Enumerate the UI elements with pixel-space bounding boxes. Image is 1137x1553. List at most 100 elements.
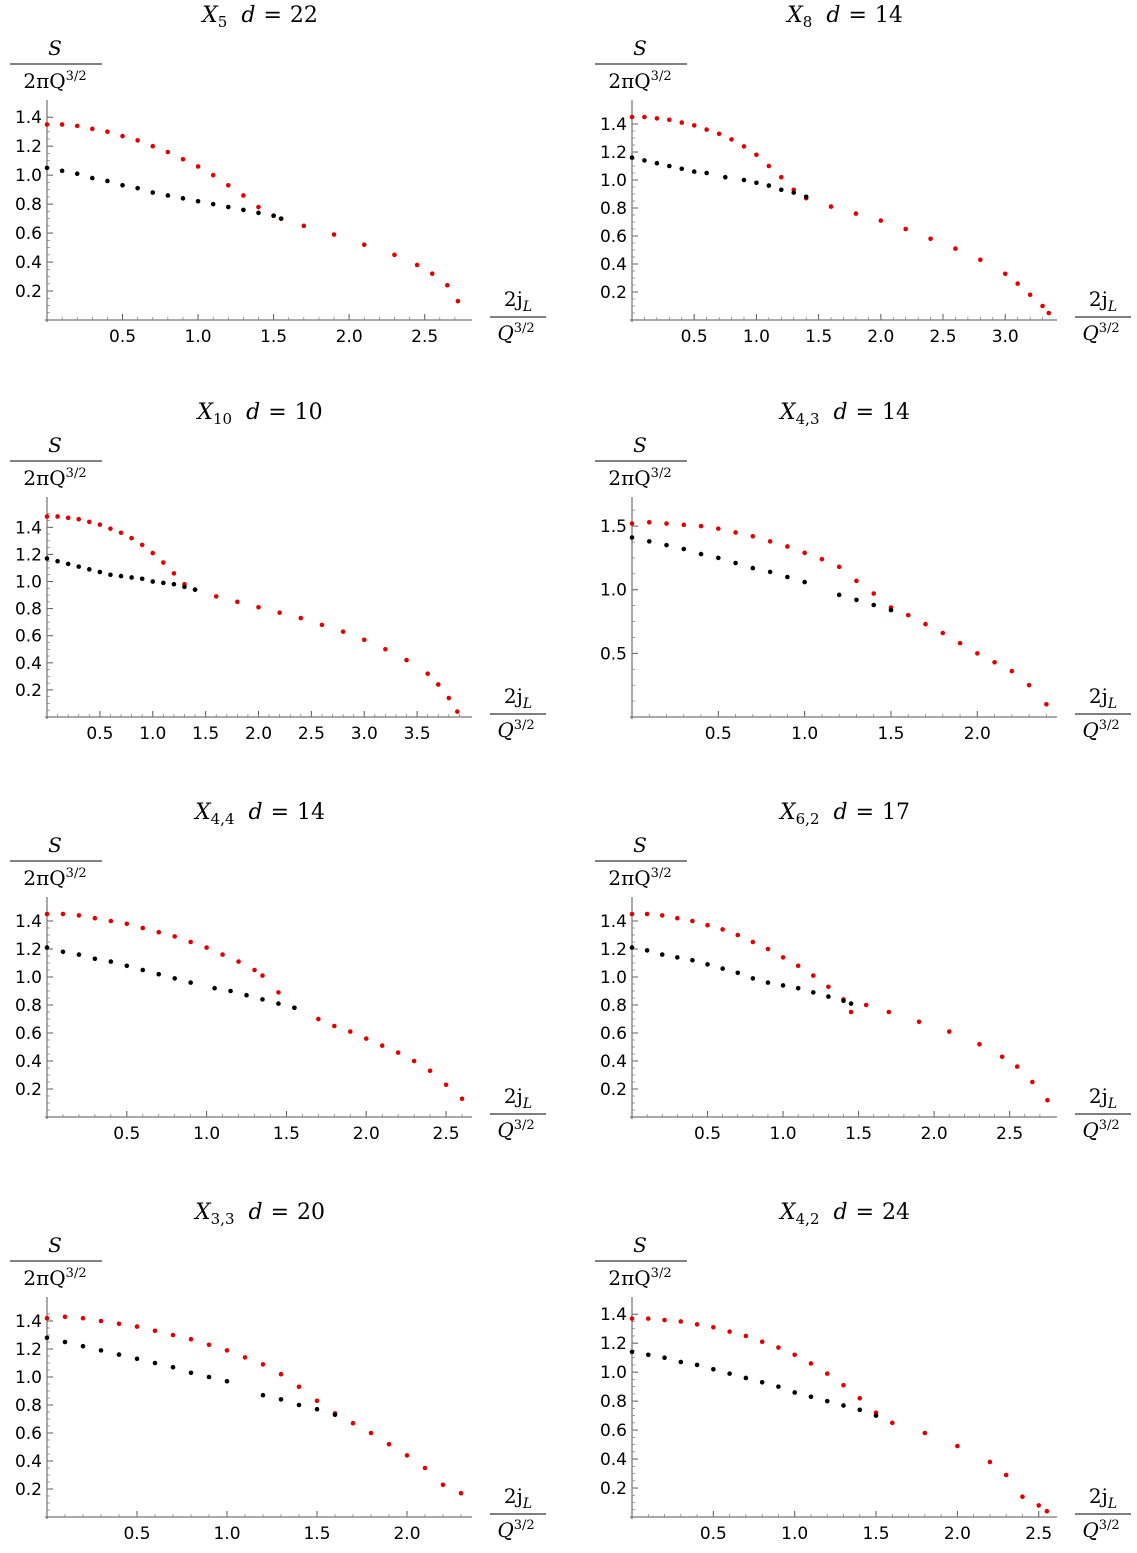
data-point <box>361 637 367 643</box>
ylabel-den-exponent: 3/2 <box>66 1266 87 1281</box>
xlabel-denominator: Q3/2 <box>497 718 534 742</box>
data-point <box>44 1315 50 1321</box>
xlabel-num-subscript: L <box>1107 696 1117 712</box>
data-point <box>716 131 722 137</box>
data-point <box>135 185 140 191</box>
data-point <box>161 580 166 586</box>
chart-title: X4,2 d = 24 <box>778 1200 910 1228</box>
x-tick-label: 0.5 <box>694 1124 721 1144</box>
data-point <box>150 190 156 195</box>
title-equals: = <box>848 3 866 28</box>
data-point <box>667 117 672 123</box>
x-tick-label: 1.0 <box>213 1524 240 1544</box>
xlabel-den-exponent: 3/2 <box>1099 321 1120 336</box>
ylabel-denominator: 2πQ3/2 <box>608 1266 671 1290</box>
data-point <box>220 952 225 957</box>
data-point <box>135 138 140 143</box>
data-point <box>316 1016 321 1022</box>
ylabel-den-exponent: 3/2 <box>66 69 87 84</box>
data-point <box>1026 682 1032 688</box>
data-point <box>90 175 95 181</box>
data-point <box>629 521 635 526</box>
chart-title: X4,4 d = 14 <box>193 800 325 828</box>
y-tick-label: 0.4 <box>15 253 42 273</box>
data-point <box>301 223 307 229</box>
data-point <box>156 929 162 935</box>
y-tick-label: 1.2 <box>600 143 627 163</box>
data-point <box>60 911 66 917</box>
data-point <box>659 913 665 918</box>
xlabel-num-subscript: L <box>522 1496 532 1512</box>
data-point <box>1020 1494 1025 1500</box>
x-tick-label: 0.5 <box>705 724 732 744</box>
xlabel-num-text: 2j <box>1089 1484 1108 1508</box>
data-point <box>92 956 98 962</box>
data-point <box>662 1317 667 1323</box>
xlabel-den-exponent: 3/2 <box>514 1518 535 1533</box>
data-point <box>975 651 980 656</box>
y-tick-label: 1.4 <box>15 912 42 932</box>
x-tick-label: 0.5 <box>109 327 136 347</box>
data-point <box>98 1348 104 1353</box>
y-tick-label: 1.2 <box>600 1334 627 1354</box>
title-subscript: 6,2 <box>796 810 820 828</box>
series-upper <box>629 519 1049 707</box>
data-point <box>92 915 98 921</box>
data-point <box>704 127 709 132</box>
ylabel-den-text: 2πQ <box>608 866 650 890</box>
data-point <box>108 918 114 924</box>
data-point <box>296 1384 302 1390</box>
data-point <box>105 178 110 184</box>
x-tick-label: 1.5 <box>273 1124 300 1144</box>
data-point <box>139 576 145 582</box>
data-point <box>953 246 958 251</box>
x-tick-label: 2.5 <box>433 1124 460 1144</box>
data-point <box>750 976 756 981</box>
data-point <box>225 204 231 210</box>
y-tick-label: 0.4 <box>600 1450 627 1470</box>
data-point <box>646 539 652 544</box>
data-point <box>826 994 831 999</box>
data-point <box>62 1314 68 1320</box>
ylabel-den-text: 2πQ <box>608 1266 650 1290</box>
data-point <box>44 165 50 171</box>
title-number: 24 <box>882 1200 910 1225</box>
data-point <box>59 122 65 127</box>
y-tick-label: 1.0 <box>15 968 42 988</box>
x-tick-label: 1.0 <box>770 1124 797 1144</box>
y-tick-label: 0.2 <box>600 283 627 303</box>
data-point <box>314 1398 320 1404</box>
title-d: d <box>834 1200 848 1225</box>
data-point <box>903 226 909 232</box>
title-number: 14 <box>297 800 325 825</box>
y-tick-label: 0.8 <box>15 600 42 620</box>
data-point <box>118 530 124 536</box>
data-point <box>664 542 669 548</box>
x-tick-label: 3.5 <box>404 724 431 744</box>
data-point <box>1015 281 1020 286</box>
data-point <box>76 913 82 918</box>
data-point <box>978 257 983 263</box>
ylabel-den-text: 2πQ <box>608 466 650 490</box>
title-equals: = <box>856 800 874 825</box>
data-point <box>741 177 747 183</box>
y-tick-label: 1.0 <box>600 581 627 601</box>
data-point <box>76 516 82 522</box>
data-point <box>379 1043 385 1048</box>
data-point <box>810 973 816 978</box>
title-base: X <box>195 400 214 425</box>
data-point <box>278 1371 284 1377</box>
data-point <box>780 983 786 988</box>
data-point <box>225 183 231 188</box>
data-point <box>957 640 963 646</box>
data-point <box>458 1490 464 1496</box>
data-point <box>659 952 665 957</box>
data-point <box>425 671 431 676</box>
title-base: X <box>193 800 212 825</box>
data-point <box>278 216 284 221</box>
data-point <box>678 1359 684 1365</box>
title-d: d <box>249 800 263 825</box>
title-base: X <box>200 3 219 28</box>
ylabel-numerator: S <box>633 433 647 457</box>
